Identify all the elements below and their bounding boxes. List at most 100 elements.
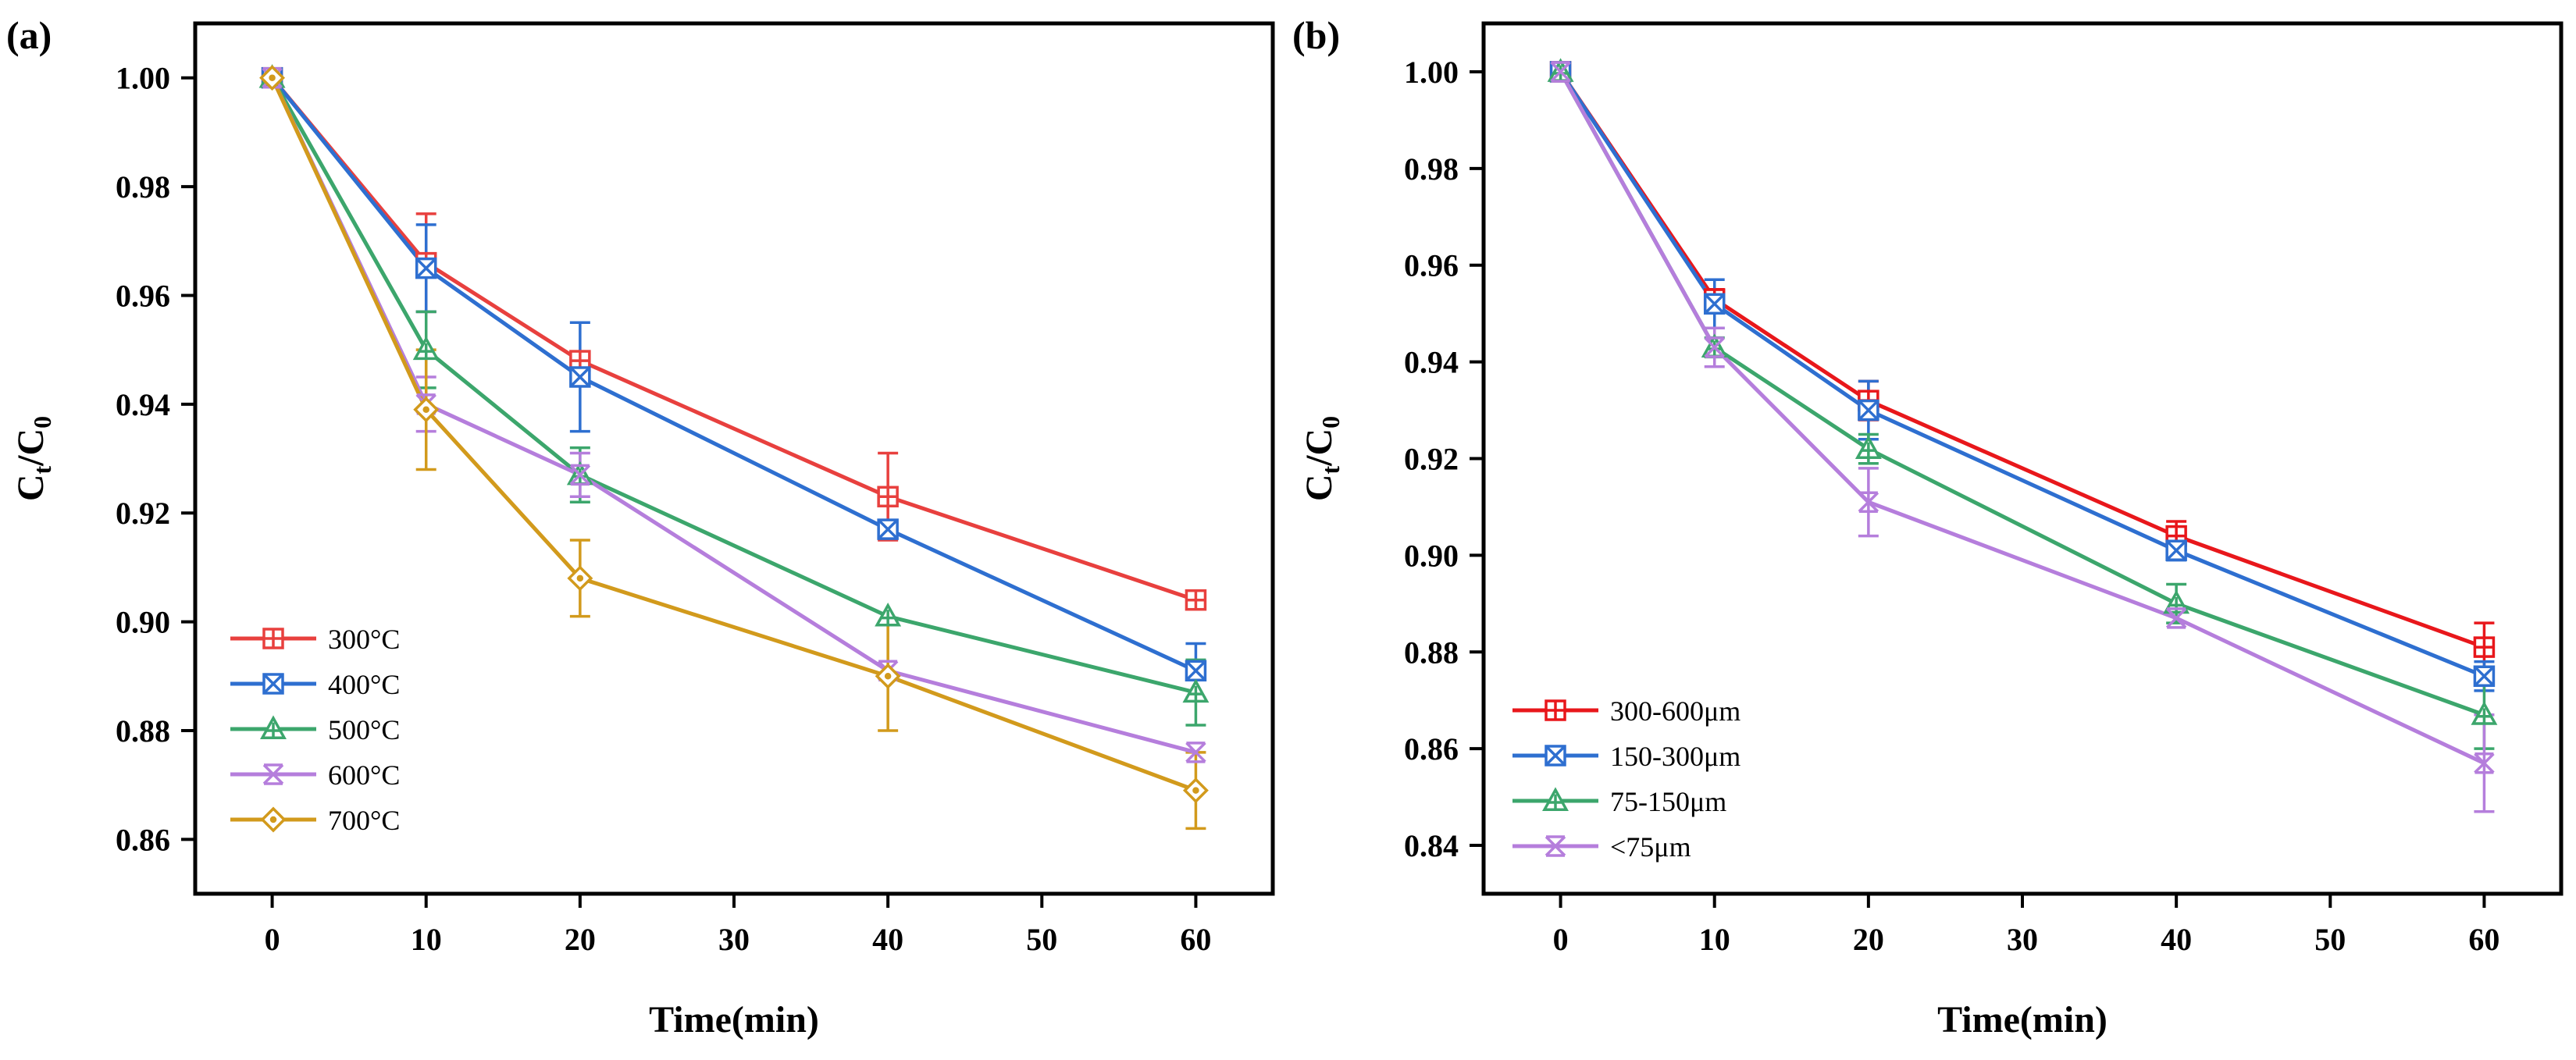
y-axis-title-b: Ct/C0 xyxy=(1299,416,1345,501)
y-axis-title-sub-0-a: 0 xyxy=(28,416,56,429)
legend-item-a-2: 500°C xyxy=(230,714,400,745)
data-point-b-3-0 xyxy=(1550,61,1571,83)
y-axis-title-a: Ct/C0 xyxy=(10,416,56,501)
legend-swatch-marker xyxy=(1545,745,1566,767)
y-tick-label-b: 0.86 xyxy=(1404,731,1459,767)
data-point-b-1-4 xyxy=(2473,665,2496,687)
legend-a: 300°C 400°C 500°C 600°C 700°C xyxy=(230,624,400,836)
x-tick-label-b: 60 xyxy=(2468,922,2499,957)
y-tick-label-a: 0.86 xyxy=(116,822,170,857)
legend-item-a-3: 600°C xyxy=(230,759,400,791)
data-point-a-4-0 xyxy=(259,65,286,91)
legend-swatch-marker xyxy=(260,715,287,739)
legend-swatch-marker xyxy=(260,806,287,833)
data-point-b-1-1 xyxy=(1703,293,1726,315)
panel-a: (a) 0 10 20 30 40 50 60 0.86 0.88 0.90 0.92 0.94 0.9… xyxy=(6,13,1275,1040)
legend-swatch-marker xyxy=(1542,787,1569,811)
legend-swatch-marker xyxy=(262,673,284,695)
y-tick-label-b: 0.90 xyxy=(1404,538,1459,573)
data-point-b-3-3 xyxy=(2165,607,2187,629)
legend-swatch-marker xyxy=(262,628,284,649)
series-markers-a xyxy=(258,64,1210,804)
legend-label: 700°C xyxy=(328,805,400,836)
y-tick-label-b: 0.92 xyxy=(1404,442,1459,477)
data-point-a-1-3 xyxy=(877,518,899,540)
data-point-a-3-4 xyxy=(1185,742,1206,763)
data-point-b-2-4 xyxy=(2471,701,2498,725)
data-point-b-2-2 xyxy=(1855,435,1882,460)
axis-ticks-a: 0 10 20 30 40 50 60 0.86 0.88 0.90 0.92 0.94 0.96 0.9… xyxy=(116,61,1211,957)
series-line-a-2 xyxy=(270,76,1197,695)
y-tick-label-b: 0.96 xyxy=(1404,248,1459,283)
data-point-a-2-4 xyxy=(1182,678,1210,703)
legend-label: 300-600μm xyxy=(1610,695,1740,727)
x-tick-label-a: 30 xyxy=(718,922,750,957)
data-point-b-3-1 xyxy=(1704,336,1725,358)
legend-swatch-marker xyxy=(262,763,284,785)
series-line-b-3 xyxy=(1559,70,2485,766)
legend-item-b-0: 300-600μm xyxy=(1512,695,1740,727)
series-markers-b xyxy=(1547,58,2498,774)
legend-item-a-4: 700°C xyxy=(230,805,400,836)
y-tick-label-b: 1.00 xyxy=(1404,55,1459,90)
legend-swatch-marker xyxy=(1545,835,1566,857)
data-point-a-3-2 xyxy=(569,464,591,486)
x-tick-label-b: 50 xyxy=(2314,922,2346,957)
legend-item-b-1: 150-300μm xyxy=(1512,741,1740,772)
x-tick-label-a: 10 xyxy=(411,922,442,957)
x-tick-label-b: 20 xyxy=(1853,922,1884,957)
data-point-b-3-2 xyxy=(1858,491,1879,513)
y-tick-label-b: 0.94 xyxy=(1404,345,1459,380)
x-tick-label-b: 10 xyxy=(1699,922,1730,957)
data-point-b-0-4 xyxy=(2473,636,2496,658)
x-tick-label-a: 0 xyxy=(265,922,280,957)
y-tick-label-a: 0.92 xyxy=(116,496,170,531)
data-point-a-1-1 xyxy=(415,257,437,279)
y-tick-label-b: 0.88 xyxy=(1404,635,1459,670)
legend-item-b-3: <75μm xyxy=(1512,831,1691,863)
y-axis-title-slash-b: /C xyxy=(1299,429,1340,467)
x-tick-label-b: 0 xyxy=(1553,922,1569,957)
error-bars-b xyxy=(1704,278,2495,813)
y-tick-label-b: 0.98 xyxy=(1404,151,1459,187)
y-axis-title-sub-t-a: t xyxy=(28,465,56,474)
legend-item-a-1: 400°C xyxy=(230,669,400,700)
legend-item-a-0: 300°C xyxy=(230,624,400,655)
legend-label: 75-150μm xyxy=(1610,786,1726,817)
data-point-a-2-3 xyxy=(875,602,902,627)
data-point-a-0-4 xyxy=(1185,589,1207,611)
series-line-a-4 xyxy=(270,76,1197,792)
error-bars-a xyxy=(415,212,1206,831)
x-axis-title-a: Time(min) xyxy=(649,999,819,1040)
series-line-a-0 xyxy=(270,76,1197,603)
data-point-a-0-3 xyxy=(877,486,899,508)
data-point-a-4-4 xyxy=(1182,777,1209,804)
y-axis-title-sub-t-b: t xyxy=(1317,465,1345,474)
legend-label: 300°C xyxy=(328,624,400,655)
axis-ticks-b: 0 10 20 30 40 50 60 0.84 0.86 0.88 0.90 0.92 0.94 0.9… xyxy=(1404,55,2499,957)
y-tick-label-a: 1.00 xyxy=(116,61,170,96)
y-tick-label-a: 0.90 xyxy=(116,605,170,640)
x-tick-label-a: 20 xyxy=(565,922,596,957)
data-point-a-1-2 xyxy=(569,366,591,388)
data-point-b-1-2 xyxy=(1858,399,1879,422)
series-line-a-3 xyxy=(270,76,1197,755)
series-lines-a xyxy=(270,76,1197,792)
x-axis-title-b: Time(min) xyxy=(1937,999,2107,1040)
y-axis-title-slash-a: /C xyxy=(10,429,52,467)
panel-label-b: (b) xyxy=(1292,13,1340,57)
legend-item-b-2: 75-150μm xyxy=(1512,786,1726,817)
x-tick-label-b: 30 xyxy=(2007,922,2038,957)
legend-label: 400°C xyxy=(328,669,400,700)
panel-label-a: (a) xyxy=(6,13,52,57)
y-tick-label-a: 0.96 xyxy=(116,278,170,313)
panel-b: (b) 0 10 20 30 40 50 60 0.84 0.86 0.88 0.90 0.92 0.9… xyxy=(1292,13,2564,1040)
y-axis-title-main-a: C xyxy=(10,474,52,501)
data-point-b-3-4 xyxy=(2474,752,2495,774)
series-lines-b xyxy=(1559,70,2485,766)
legend-swatch-marker xyxy=(1545,699,1566,721)
x-tick-label-a: 40 xyxy=(872,922,903,957)
legend-label: 150-300μm xyxy=(1610,741,1740,772)
data-point-a-2-1 xyxy=(412,336,440,361)
